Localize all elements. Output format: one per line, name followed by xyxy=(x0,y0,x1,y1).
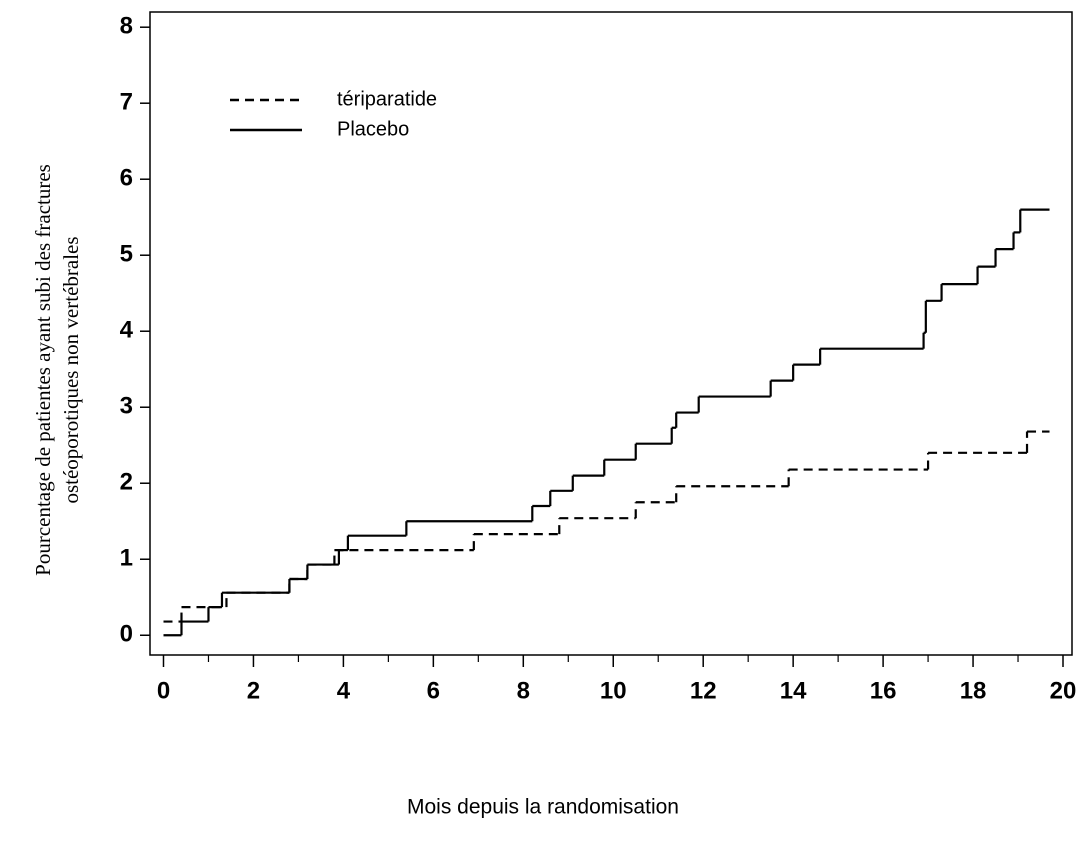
y-tick-label: 2 xyxy=(120,469,133,496)
y-tick-label: 5 xyxy=(120,241,133,268)
x-tick-label: 2 xyxy=(247,677,260,704)
x-tick-label: 0 xyxy=(157,677,170,704)
x-tick-label: 14 xyxy=(780,677,807,704)
plot-frame xyxy=(149,11,1073,656)
x-tick-label: 16 xyxy=(870,677,897,704)
x-axis-title: Mois depuis la randomisation xyxy=(407,796,679,819)
legend-label: tériparatide xyxy=(337,88,437,110)
x-tick-label: 10 xyxy=(600,677,627,704)
x-tick-label: 8 xyxy=(517,677,530,704)
x-tick-label: 20 xyxy=(1050,677,1077,704)
x-tick-label: 12 xyxy=(690,677,717,704)
y-tick-label: 6 xyxy=(120,165,133,192)
y-tick-label: 3 xyxy=(120,393,133,420)
y-tick-label: 0 xyxy=(120,621,133,648)
y-tick-label: 4 xyxy=(120,317,134,344)
legend-label: Placebo xyxy=(337,118,409,140)
y-tick-label: 7 xyxy=(120,89,133,116)
y-tick-label: 1 xyxy=(120,545,133,572)
x-tick-label: 4 xyxy=(337,677,351,704)
x-tick-label: 6 xyxy=(427,677,440,704)
y-tick-label: 8 xyxy=(120,13,133,40)
y-axis-title: Pourcentage de patientes ayant subi des … xyxy=(31,164,55,576)
y-axis-title: ostéoporotiques non vertébrales xyxy=(59,236,83,503)
x-tick-label: 18 xyxy=(960,677,987,704)
